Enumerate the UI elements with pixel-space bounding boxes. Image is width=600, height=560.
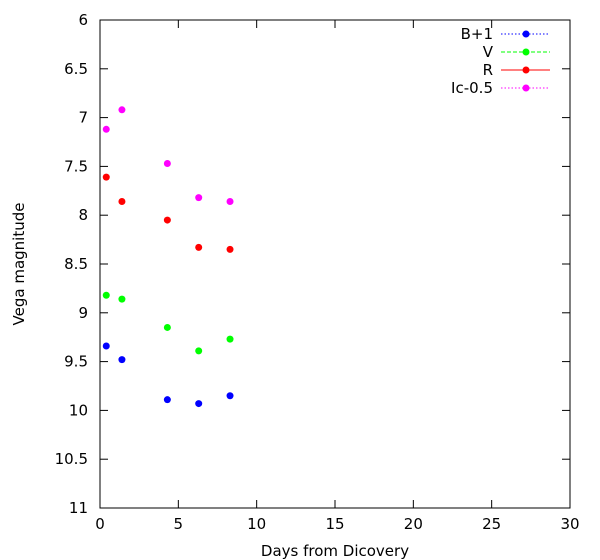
data-point: [102, 342, 110, 350]
data-point: [226, 198, 234, 206]
data-point: [102, 291, 110, 299]
legend-entry: Ic-0.5: [451, 79, 550, 97]
x-tick-label: 25: [482, 515, 501, 533]
data-point: [118, 295, 126, 303]
legend-marker: [522, 66, 530, 74]
x-tick-label: 30: [560, 515, 579, 533]
y-tick-label: 6.5: [64, 60, 88, 78]
data-point: [118, 106, 126, 114]
plot-frame: [99, 19, 571, 509]
series-R: [102, 173, 234, 253]
axis-tick-labels: 0 5 10 15 20 25 30 6 6.5 7 7.5 8 8.5 9 9.5 10 10.5 11: [55, 11, 580, 533]
x-tick-label: 0: [95, 515, 105, 533]
data-point: [163, 216, 171, 224]
data-points: [102, 106, 234, 408]
y-tick-label: 6: [78, 11, 88, 29]
legend-entry: B+1: [461, 25, 550, 43]
series-Ic-0.5: [102, 106, 234, 206]
y-tick-label: 9: [78, 304, 88, 322]
data-point: [195, 194, 203, 202]
data-point: [226, 335, 234, 343]
y-tick-label: 10.5: [55, 450, 88, 468]
y-tick-label: 10: [69, 401, 88, 419]
y-tick-label: 9.5: [64, 353, 88, 371]
x-axis-title: Days from Dicovery: [261, 542, 409, 560]
legend-entry: V: [483, 43, 550, 61]
data-point: [195, 400, 203, 408]
legend-label: B+1: [461, 25, 493, 43]
y-tick-label: 7.5: [64, 157, 88, 175]
data-point: [226, 245, 234, 253]
data-point: [102, 173, 110, 181]
series-V: [102, 291, 234, 355]
data-point: [102, 125, 110, 133]
y-axis-title: Vega magnitude: [10, 203, 28, 326]
data-point: [195, 347, 203, 355]
y-tick-label: 11: [69, 499, 88, 517]
legend-label: R: [483, 61, 493, 79]
series-B+1: [102, 342, 234, 408]
axis-ticks: [99, 19, 571, 509]
y-tick-label: 8: [78, 206, 88, 224]
data-point: [118, 356, 126, 364]
x-tick-label: 5: [174, 515, 184, 533]
y-tick-label: 7: [78, 109, 88, 127]
legend-marker: [522, 48, 530, 56]
legend-label: Ic-0.5: [451, 79, 493, 97]
legend-label: V: [483, 43, 494, 61]
data-point: [163, 323, 171, 331]
data-point: [226, 392, 234, 400]
x-tick-label: 20: [404, 515, 423, 533]
legend-marker: [522, 30, 530, 38]
data-point: [163, 159, 171, 167]
legend-marker: [522, 84, 530, 92]
data-point: [195, 243, 203, 251]
data-point: [163, 396, 171, 404]
legend-entry: R: [483, 61, 550, 79]
y-tick-label: 8.5: [64, 255, 88, 273]
x-tick-label: 15: [325, 515, 344, 533]
x-tick-label: 10: [247, 515, 266, 533]
data-point: [118, 198, 126, 206]
